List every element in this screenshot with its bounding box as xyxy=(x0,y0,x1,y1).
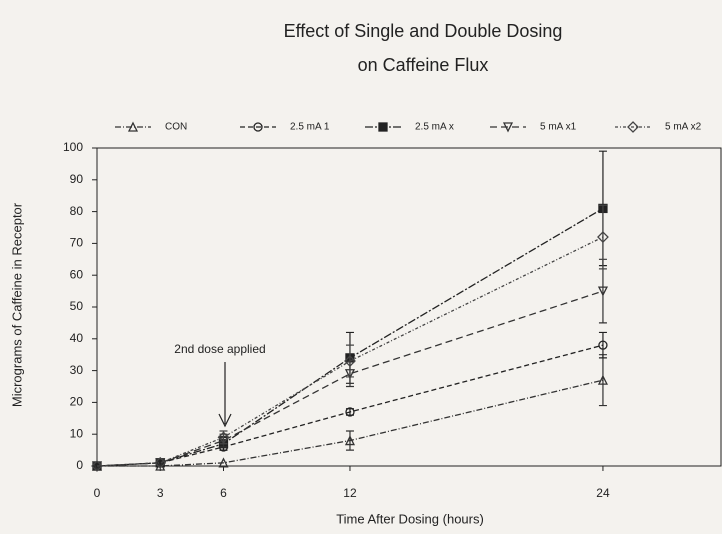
legend-label: 5 mA x2 xyxy=(665,122,702,133)
x-tick-label: 12 xyxy=(343,486,357,500)
y-tick-label: 60 xyxy=(70,267,84,281)
x-tick-label: 3 xyxy=(157,486,164,500)
x-tick-label: 6 xyxy=(220,486,227,500)
y-tick-label: 90 xyxy=(70,172,84,186)
x-tick-label: 0 xyxy=(94,486,101,500)
legend-marker xyxy=(379,123,387,131)
error-bar xyxy=(599,332,607,357)
chart-title: Effect of Single and Double Dosing xyxy=(284,21,563,41)
chart: Effect of Single and Double Dosing on Ca… xyxy=(0,0,722,534)
chart-subtitle: on Caffeine Flux xyxy=(358,55,489,75)
y-tick-label: 70 xyxy=(70,236,84,250)
error-bar xyxy=(599,355,607,406)
series-line xyxy=(97,380,603,466)
plot-frame xyxy=(97,148,721,466)
y-axis-label: Micrograms of Caffeine in Receptor xyxy=(9,202,24,407)
x-tick-label: 24 xyxy=(596,486,610,500)
legend-label: 2.5 mA 1 xyxy=(290,122,330,133)
y-tick-label: 0 xyxy=(76,458,83,472)
y-tick-label: 10 xyxy=(70,426,84,440)
y-tick-label: 40 xyxy=(70,331,84,345)
legend-label: 2.5 mA x xyxy=(415,122,454,133)
y-tick-label: 100 xyxy=(63,140,83,154)
page: Effect of Single and Double Dosing on Ca… xyxy=(0,0,722,534)
error-bar xyxy=(346,431,354,450)
y-tick-label: 80 xyxy=(70,204,84,218)
y-tick-label: 30 xyxy=(70,363,84,377)
annotation: 2nd dose applied xyxy=(174,342,265,356)
y-tick-label: 20 xyxy=(70,395,84,409)
legend-label: 5 mA x1 xyxy=(540,122,577,133)
x-axis-label: Time After Dosing (hours) xyxy=(336,511,484,526)
y-tick-label: 50 xyxy=(70,299,84,313)
legend-label: CON xyxy=(165,122,187,133)
